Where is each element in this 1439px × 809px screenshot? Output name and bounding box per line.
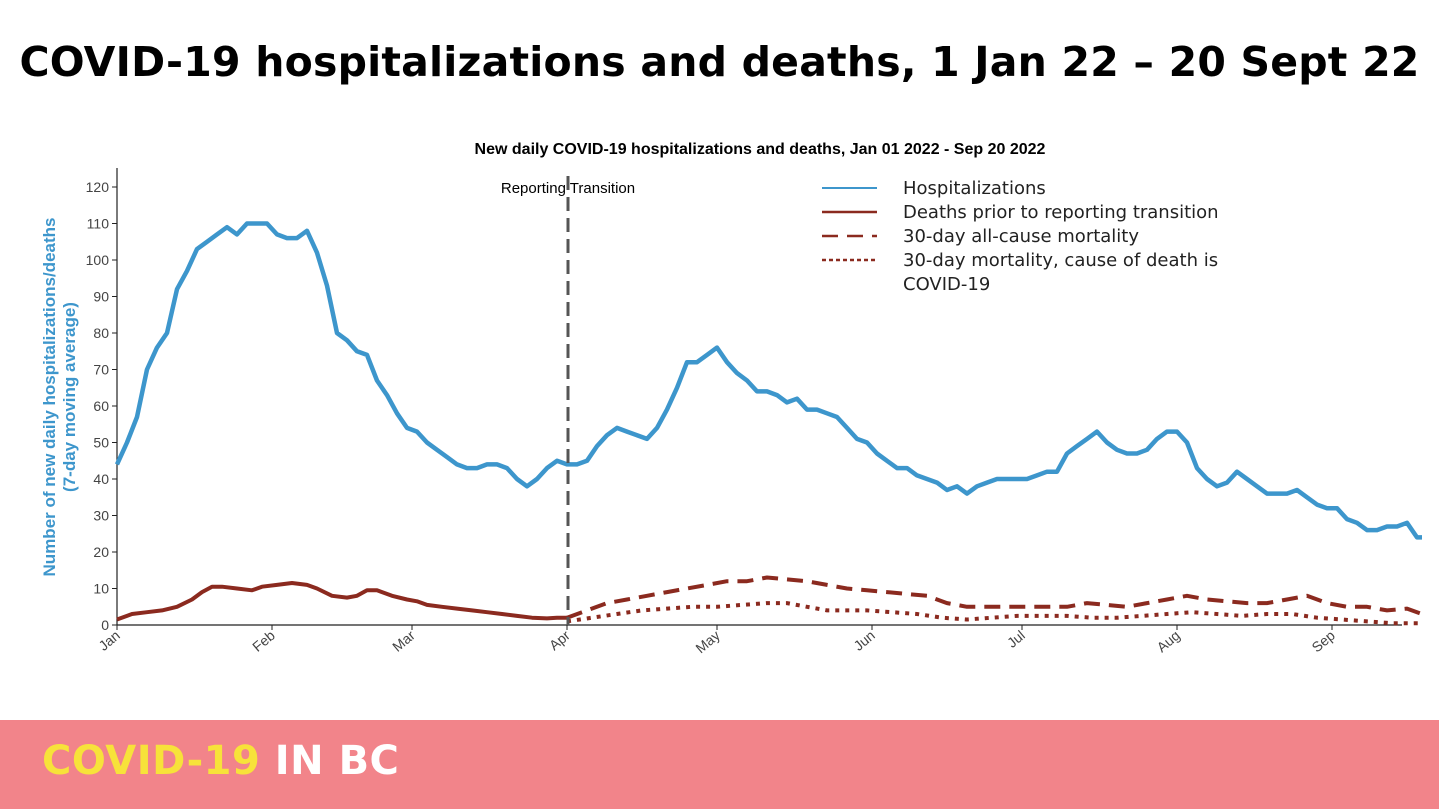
x-tick-label: Jan — [95, 627, 123, 654]
footer-brand: COVID-19 IN BC — [42, 738, 399, 784]
y-axis-sublabel: (7-day moving average) — [60, 302, 79, 492]
x-tick-label: Jun — [850, 627, 878, 654]
x-ticks: Jan Feb Mar Apr May Jun Jul Aug Sep — [95, 625, 1338, 656]
x-tick-label: May — [692, 627, 723, 656]
x-tick-label: Jul — [1004, 627, 1028, 651]
y-tick-label: 0 — [101, 617, 109, 633]
y-tick-label: 120 — [86, 179, 110, 195]
y-tick-label: 20 — [93, 544, 109, 560]
x-tick-label: Mar — [389, 627, 418, 655]
axes — [116, 168, 1402, 626]
series-line-1 — [114, 221, 1422, 540]
y-ticks: 0 10 20 30 40 50 60 70 80 90 100 110 120 — [86, 179, 117, 633]
y-tick-label: 30 — [93, 508, 109, 524]
y-tick-label: 100 — [86, 252, 110, 268]
y-tick-label: 110 — [87, 216, 110, 232]
legend-label-4: 30-day mortality, cause of death is COVID… — [903, 250, 1218, 295]
y-tick-label: 70 — [93, 362, 109, 378]
y-tick-label: 50 — [93, 435, 109, 451]
y-tick-label: 90 — [93, 289, 109, 305]
annotation-group: Reporting Transition — [501, 176, 635, 625]
series-line-3 — [566, 575, 1423, 620]
legend-label-2: Deaths prior to reporting transition — [903, 202, 1219, 223]
y-tick-label: 80 — [93, 325, 109, 341]
legend: Hospitalizations Deaths prior to reportin… — [822, 178, 1219, 295]
series-group — [114, 221, 1423, 626]
x-tick-label: Aug — [1154, 627, 1183, 655]
footer-banner: COVID-19 IN BC — [0, 720, 1439, 809]
y-tick-label: 60 — [93, 398, 109, 414]
x-tick-label: Apr — [546, 627, 573, 653]
x-tick-label: Feb — [249, 627, 278, 655]
series-line-2 — [116, 581, 567, 622]
y-axis-label: Number of new daily hospitalizations/dea… — [40, 218, 59, 577]
legend-label-1: Hospitalizations — [903, 178, 1046, 199]
brand-in-bc: IN BC — [274, 738, 400, 784]
x-tick-label: Sep — [1309, 627, 1339, 655]
y-tick-label: 40 — [93, 471, 109, 487]
legend-label-3: 30-day all-cause mortality — [903, 226, 1139, 247]
chart: New daily COVID-19 hospitalizations and … — [40, 141, 1423, 656]
chart-title: New daily COVID-19 hospitalizations and … — [475, 141, 1046, 158]
brand-covid19: COVID-19 — [42, 738, 261, 784]
reporting-transition-label: Reporting Transition — [501, 180, 635, 197]
y-axis-label-group: Number of new daily hospitalizations/dea… — [40, 218, 79, 577]
slide-title: COVID-19 hospitalizations and deaths, 1 … — [19, 38, 1420, 86]
y-tick-label: 10 — [93, 581, 109, 597]
